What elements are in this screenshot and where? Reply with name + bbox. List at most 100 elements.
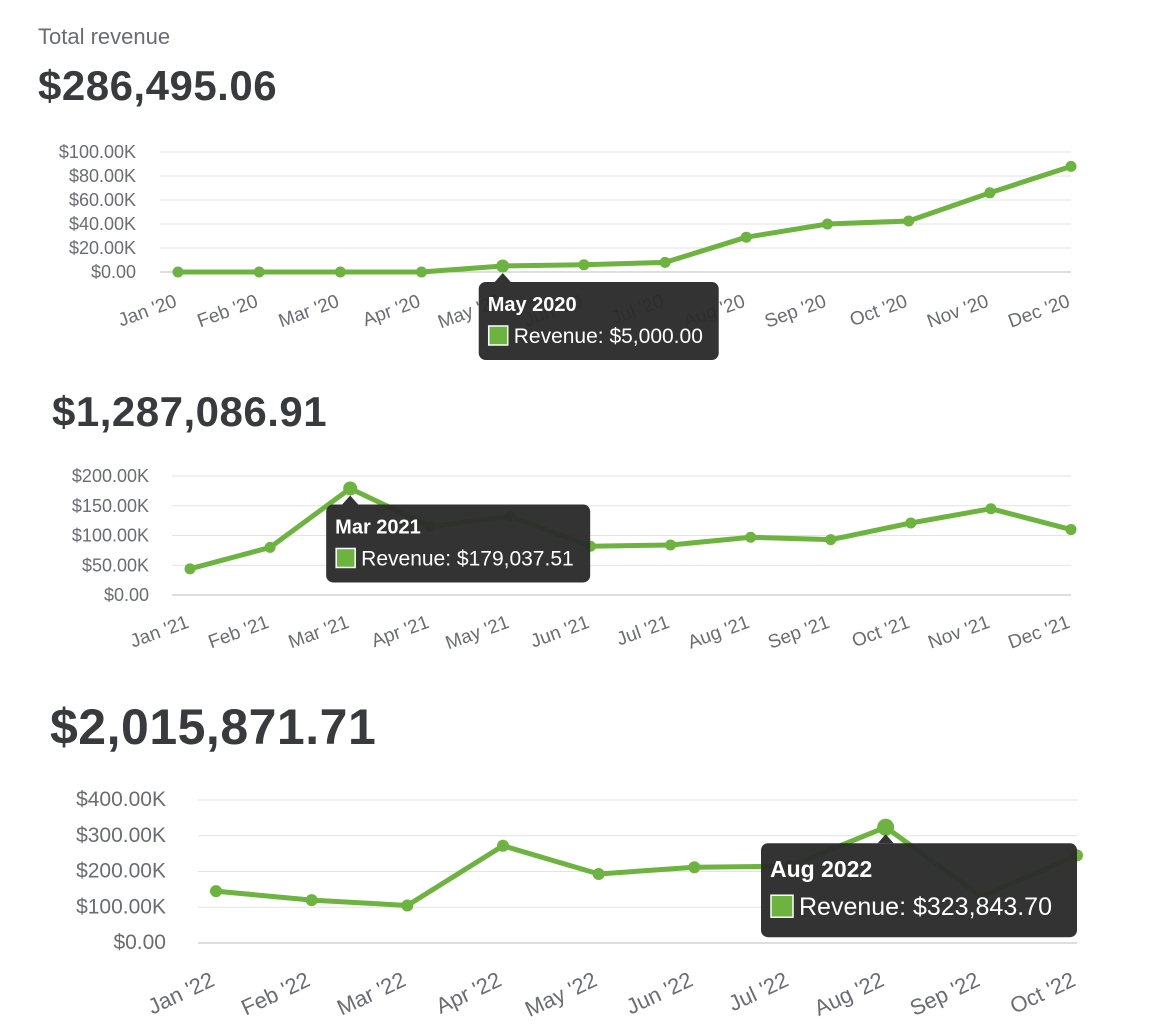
data-point[interactable] (984, 187, 996, 199)
revenue-chart-2021[interactable]: $0.00 $50.00K $100.00K $150.00K $200.00K Jan … (0, 455, 1168, 655)
y-tick-label: $100.00K (76, 895, 166, 918)
selected-data-point[interactable] (877, 818, 895, 836)
data-point[interactable] (740, 231, 752, 243)
tooltip: Aug 2022 Revenue: $323,843.70 (761, 834, 1077, 938)
selected-data-point[interactable] (343, 481, 358, 496)
x-tick-label: Apr '20 (360, 291, 423, 331)
x-tick-label: Oct '22 (1006, 967, 1079, 1019)
tooltip-box (761, 843, 1077, 938)
data-point[interactable] (334, 266, 346, 278)
y-tick-label: $50.00K (82, 555, 149, 575)
x-tick-label: Jun '22 (622, 967, 696, 1019)
x-tick-label: Mar '22 (333, 967, 409, 1020)
y-tick-label: $60.00K (69, 190, 136, 210)
revenue-series-line (187, 485, 1074, 572)
x-tick-label: Nov '21 (925, 612, 992, 654)
x-tick-label: Apr '21 (369, 612, 432, 652)
selected-data-point[interactable] (496, 259, 510, 273)
x-tick-label: Feb '21 (206, 612, 272, 653)
y-tick-label: $0.00 (113, 931, 166, 954)
data-point[interactable] (903, 215, 915, 227)
data-point[interactable] (745, 531, 757, 543)
y-tick-label: $80.00K (69, 166, 136, 186)
tooltip-value: Revenue: $5,000.00 (514, 325, 703, 348)
tooltip-title: May 2020 (488, 294, 577, 316)
x-tick-label: Sep '20 (762, 291, 829, 333)
tooltip-box (478, 282, 719, 360)
x-tick-label: Dec '21 (1006, 612, 1073, 654)
data-point[interactable] (665, 539, 677, 551)
x-tick-label: Jan '21 (128, 612, 192, 652)
data-point[interactable] (305, 894, 318, 907)
data-point[interactable] (825, 534, 837, 546)
data-point[interactable] (172, 266, 184, 278)
tooltip-value: Revenue: $323,843.70 (799, 893, 1052, 921)
data-point[interactable] (1065, 160, 1077, 172)
revenue-chart-2020[interactable]: $0.00 $20.00K $40.00K $60.00K $80.00K $100.00… (0, 130, 1168, 360)
x-tick-label: Aug '22 (810, 967, 888, 1021)
data-point[interactable] (264, 541, 276, 553)
y-tick-label: $300.00K (76, 824, 166, 847)
data-point[interactable] (592, 868, 605, 881)
data-point[interactable] (401, 899, 414, 912)
y-tick-label: $0.00 (104, 585, 149, 605)
data-point[interactable] (578, 259, 590, 271)
tooltip-box (326, 504, 591, 583)
revenue-series-line (175, 163, 1074, 275)
legend-swatch (487, 325, 509, 346)
data-point[interactable] (1065, 524, 1077, 536)
total-revenue-2022: $2,015,871.71 (50, 699, 377, 755)
x-tick-label: Feb '20 (195, 291, 261, 332)
x-tick-label: Jun '21 (528, 612, 592, 652)
x-tick-label: May '22 (521, 967, 601, 1022)
x-tick-label: Mar '21 (286, 612, 352, 653)
x-tick-label: Mar '20 (276, 291, 342, 332)
y-tick-label: $200.00K (76, 860, 166, 883)
total-revenue-2021: $1,287,086.91 (52, 388, 328, 435)
total-revenue-label: Total revenue (38, 24, 171, 49)
tooltip-pointer (342, 495, 359, 505)
x-tick-label: May '21 (443, 612, 512, 654)
data-point[interactable] (905, 517, 917, 529)
data-point[interactable] (497, 839, 509, 852)
tooltip-pointer (494, 273, 511, 282)
x-tick-label: Apr '22 (432, 967, 505, 1019)
x-tick-label: Jan '22 (144, 967, 218, 1019)
data-point[interactable] (821, 218, 833, 230)
tooltip-title: Aug 2022 (770, 856, 872, 882)
data-point[interactable] (184, 563, 196, 575)
total-revenue-2020: $286,495.06 (38, 62, 278, 109)
y-tick-label: $100.00K (59, 142, 136, 162)
data-point[interactable] (659, 256, 671, 268)
tooltip: May 2020 Revenue: $5,000.00 (478, 273, 719, 360)
x-tick-label: Jul '22 (725, 967, 793, 1016)
data-point[interactable] (416, 266, 428, 278)
y-tick-label: $150.00K (72, 496, 149, 516)
x-tick-label: Jan '20 (116, 291, 180, 331)
data-point[interactable] (688, 861, 701, 874)
y-tick-label: $20.00K (69, 238, 136, 258)
x-tick-label: Sep '22 (906, 967, 984, 1021)
legend-swatch (335, 547, 356, 569)
x-tick-label: Nov '20 (924, 291, 991, 333)
data-point[interactable] (253, 266, 265, 278)
x-tick-label: Dec '20 (1006, 291, 1073, 333)
x-tick-label: Aug '21 (685, 612, 752, 654)
x-tick-label: Feb '22 (237, 967, 313, 1020)
tooltip-value: Revenue: $179,037.51 (361, 547, 574, 570)
data-point[interactable] (985, 503, 997, 515)
legend-swatch (770, 894, 794, 918)
x-tick-label: Oct '20 (847, 291, 910, 331)
tooltip: Mar 2021 Revenue: $179,037.51 (326, 495, 591, 583)
x-tick-label: Sep '21 (765, 612, 832, 654)
y-tick-label: $100.00K (72, 526, 149, 546)
y-tick-label: $200.00K (72, 466, 149, 486)
tooltip-title: Mar 2021 (335, 516, 421, 538)
data-point[interactable] (210, 885, 222, 898)
x-tick-label: Jul '21 (614, 612, 672, 650)
y-tick-label: $400.00K (76, 788, 166, 811)
revenue-chart-2022[interactable]: $0.00 $100.00K $200.00K $300.00K $400.00K Jan… (0, 780, 1168, 1022)
tooltip-pointer (877, 834, 894, 844)
x-tick-label: Oct '21 (849, 612, 912, 652)
y-tick-label: $0.00 (91, 262, 136, 282)
